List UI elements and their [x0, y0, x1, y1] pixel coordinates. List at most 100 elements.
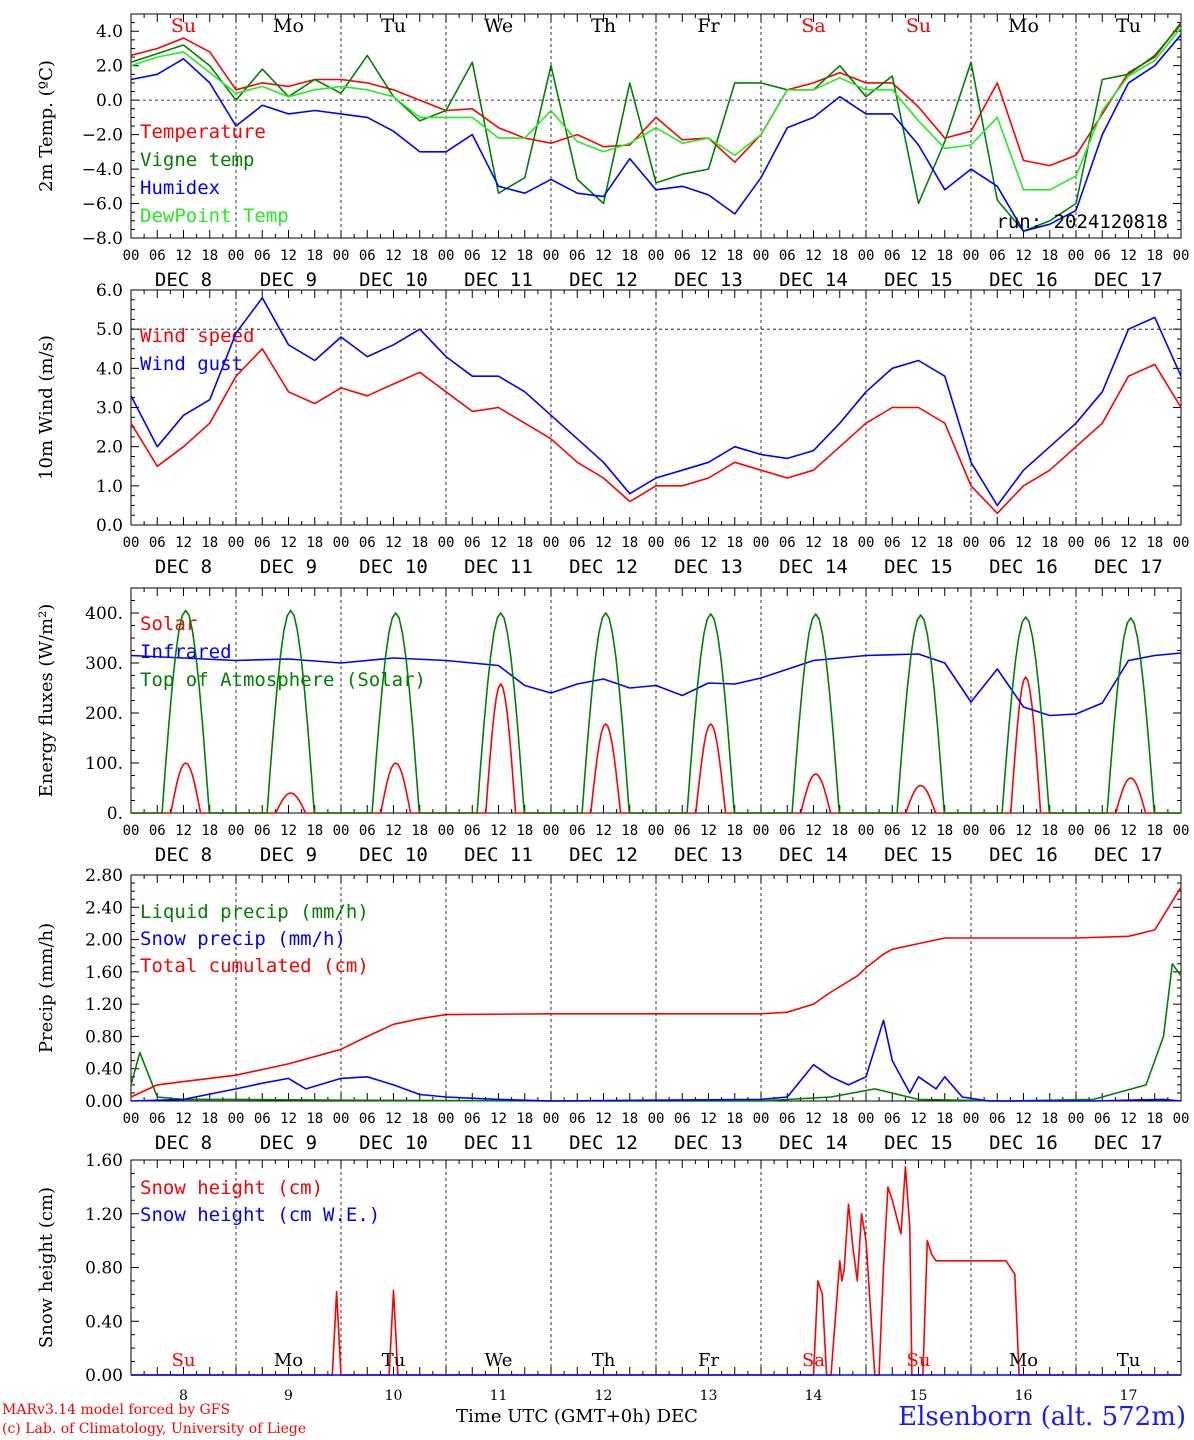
panel-1-y-tick-label: 2.0 [96, 57, 123, 77]
panel-3-hour-tick-label: 06 [254, 823, 271, 839]
panel-2-hour-tick-label: 06 [569, 535, 586, 551]
panel-1-day-label: DEC 9 [260, 269, 317, 291]
panel-2-hour-tick-label: 18 [1146, 535, 1163, 551]
panel-3-day-label: DEC 14 [779, 844, 848, 866]
panel-4-hour-tick-label: 00 [543, 1111, 560, 1127]
panel-1-weekday-label: Tu [381, 15, 406, 37]
panel-1-hour-tick-label: 12 [490, 248, 507, 264]
panel-2-hour-tick-label: 06 [254, 535, 271, 551]
panel-2-day-label: DEC 15 [884, 556, 953, 578]
panel-1-hour-tick-label: 12 [175, 248, 192, 264]
panel-1-hour-tick-label: 00 [1068, 248, 1085, 264]
panel-2-y-tick-label: 6.0 [96, 281, 123, 301]
panel-4-hour-tick-label: 06 [674, 1111, 691, 1127]
panel-2-hour-tick-label: 18 [516, 535, 533, 551]
panel-3-hour-tick-label: 18 [831, 823, 848, 839]
panel-3-hour-tick-label: 12 [595, 823, 612, 839]
panel-2-y-tick-label: 3.0 [96, 399, 123, 419]
panel-1-y-tick-label: −8.0 [82, 229, 123, 249]
panel-3-hour-tick-label: 12 [175, 823, 192, 839]
panel-2-legend-entry: Wind gust [140, 353, 243, 375]
panel-2-hour-tick-label: 00 [1173, 535, 1190, 551]
panel-1-weekday-label: Su [171, 15, 196, 37]
panel-3-y-tick-label: 400. [85, 604, 123, 624]
panel-5-weekday-label: Fr [698, 1350, 719, 1371]
panel-3-hour-tick-label: 18 [936, 823, 953, 839]
panel-5-weekday-label: Sa [802, 1350, 825, 1371]
panel-3-hour-tick-label: 12 [1015, 823, 1032, 839]
panel-1-hour-tick-label: 06 [464, 248, 481, 264]
panel-4-hour-tick-label: 00 [438, 1111, 455, 1127]
panel-1-hour-tick-label: 00 [753, 248, 770, 264]
panel-5-day-number: 15 [910, 1388, 928, 1404]
panel-2-hour-tick-label: 00 [1068, 535, 1085, 551]
panel-2-hour-tick-label: 12 [1120, 535, 1137, 551]
panel-1-weekday-label: Th [591, 15, 616, 37]
panel-1-day-label: DEC 13 [674, 269, 743, 291]
panel-4-y-tick-label: 2.80 [85, 866, 123, 886]
panel-1-series-red-line [130, 22, 1182, 167]
panel-3-hour-tick-label: 06 [1094, 823, 1111, 839]
panel-5-weekday-label: Tu [1117, 1350, 1141, 1371]
panel-2-hour-tick-label: 00 [333, 535, 350, 551]
panel-1-hour-tick-label: 18 [516, 248, 533, 264]
panel-3-hour-tick-label: 00 [1068, 823, 1085, 839]
panel-1-weekday-label: Mo [1008, 15, 1039, 37]
panel-4-day-label: DEC 16 [989, 1132, 1058, 1154]
panel-3-day-label: DEC 10 [359, 844, 428, 866]
panel-5-legend-entry: Snow height (cm) [140, 1177, 323, 1199]
panel-3-hour-tick-label: 00 [1173, 823, 1190, 839]
panel-3-hour-tick-label: 00 [333, 823, 350, 839]
panel-4-hour-tick-label: 12 [280, 1111, 297, 1127]
panel-4-y-tick-label: 0.00 [85, 1092, 123, 1112]
panel-1-hour-tick-label: 00 [543, 248, 560, 264]
panel-4-day-label: DEC 11 [464, 1132, 533, 1154]
panel-3-hour-tick-label: 06 [884, 823, 901, 839]
panel-2-day-label: DEC 11 [464, 556, 533, 578]
panel-1-hour-tick-label: 06 [884, 248, 901, 264]
panel-2-hour-tick-label: 00 [963, 535, 980, 551]
panel-2-hour-tick-label: 18 [306, 535, 323, 551]
panel-2-day-label: DEC 8 [155, 556, 212, 578]
panel-4-hour-tick-label: 00 [648, 1111, 665, 1127]
panel-1-hour-tick-label: 18 [306, 248, 323, 264]
panel-1-series-blue-line [130, 34, 1182, 232]
panel-4-day-label: DEC 14 [779, 1132, 848, 1154]
station-name: Elsenborn (alt. 572m) [898, 1402, 1186, 1432]
panel-1-hour-tick-label: 00 [228, 248, 245, 264]
panel-1-legend-entry: Humidex [140, 177, 220, 199]
panel-4-series-red-line [130, 886, 1182, 1098]
panel-1-hour-tick-label: 18 [621, 248, 638, 264]
panel-1-hour-tick-label: 18 [411, 248, 428, 264]
panel-3-hour-tick-label: 00 [438, 823, 455, 839]
panel-2-day-label: DEC 13 [674, 556, 743, 578]
panel-4-series-green-line [130, 962, 1182, 1102]
panel-1-hour-tick-label: 00 [1173, 248, 1190, 264]
panel-4-hour-tick-label: 06 [1094, 1111, 1111, 1127]
panel-3-legend-entry: Solar [140, 613, 197, 635]
panel-4-hour-tick-label: 06 [779, 1111, 796, 1127]
panel-3-hour-tick-label: 12 [280, 823, 297, 839]
panel-1-hour-tick-label: 12 [805, 248, 822, 264]
panel-2-hour-tick-label: 12 [385, 535, 402, 551]
panel-3-hour-tick-label: 18 [306, 823, 323, 839]
panel-2-hour-tick-label: 06 [779, 535, 796, 551]
panel-4-day-label: DEC 15 [884, 1132, 953, 1154]
panel-4-series-blue-line [130, 1019, 1182, 1102]
panel-4-hour-tick-label: 06 [464, 1111, 481, 1127]
panel-1-hour-tick-label: 00 [438, 248, 455, 264]
panel-4-hour-tick-label: 00 [123, 1111, 140, 1127]
panel-4-hour-tick-label: 18 [1146, 1111, 1163, 1127]
panel-1-day-label: DEC 15 [884, 269, 953, 291]
panel-2-hour-tick-label: 06 [884, 535, 901, 551]
panel-2-hour-tick-label: 18 [201, 535, 218, 551]
panel-4-hour-tick-label: 18 [621, 1111, 638, 1127]
panel-2-hour-tick-label: 18 [621, 535, 638, 551]
panel-1-hour-tick-label: 00 [123, 248, 140, 264]
panel-2-hour-tick-label: 06 [464, 535, 481, 551]
panel-4-hour-tick-label: 00 [753, 1111, 770, 1127]
panel-3-hour-tick-label: 06 [359, 823, 376, 839]
panel-2-hour-tick-label: 06 [674, 535, 691, 551]
panel-1-weekday-label: Su [906, 15, 931, 37]
panel-4-y-tick-label: 2.00 [85, 931, 123, 951]
